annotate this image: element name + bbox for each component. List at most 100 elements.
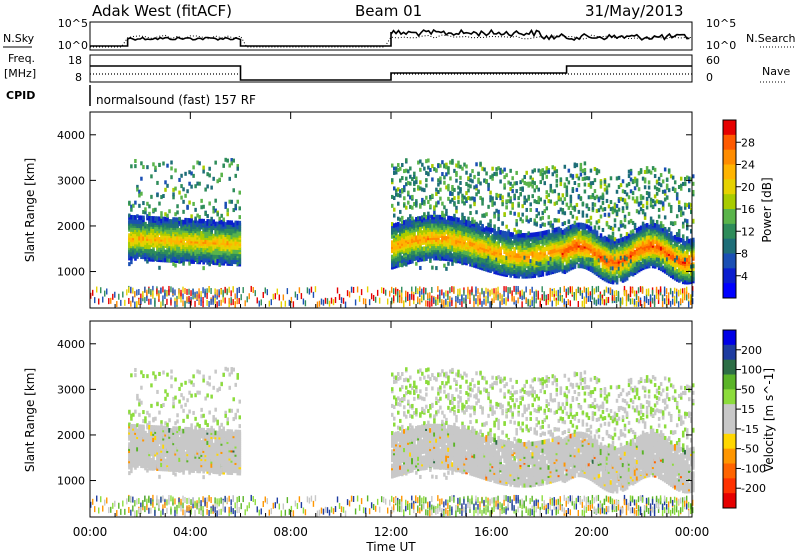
power-cell [411,205,414,210]
power-cell [611,244,615,250]
power-cell [166,216,169,222]
power-cell [629,291,632,298]
power-cell [461,199,464,204]
power-cell [431,286,433,293]
power-cell [168,223,171,228]
power-cell [160,301,162,308]
power-cell [160,211,163,216]
power-cell [401,263,404,268]
power-cell [623,224,627,229]
power-cell [142,165,145,170]
power-cell [541,265,545,271]
power-cell [467,183,470,188]
power-cell [298,287,301,294]
power-cell [509,181,512,186]
power-cell [617,227,621,232]
power-cell [146,295,148,302]
power-cell [649,230,653,236]
power-cell [459,180,462,185]
power-cell [623,255,627,260]
power-cell [184,287,186,294]
power-cell [555,178,559,183]
power-cell [583,264,587,269]
power-cell [178,248,181,253]
power-cell [633,226,637,231]
power-cell [635,228,639,233]
power-cell [627,294,630,301]
power-cell [463,297,465,304]
power-cell [637,202,641,207]
power-cell [411,228,414,233]
power-cell [541,176,545,181]
power-cell [407,247,410,253]
power-cell [573,205,577,210]
power-cell [607,183,611,188]
power-cell [144,297,146,304]
power-cell [539,197,542,202]
power-cell [503,185,506,190]
power-cell [445,212,448,217]
power-cell [595,220,599,225]
power-cell [635,261,639,266]
power-cell [220,257,223,262]
power-cell [517,245,521,250]
power-cell [445,229,448,235]
power-cell [607,234,611,239]
power-cell [330,297,333,304]
power-cell [316,301,319,308]
power-cell [447,300,449,307]
power-cell [495,167,498,172]
power-cell [579,166,583,171]
power-cell [439,196,442,201]
power-cell [483,266,486,271]
power-cell [563,197,567,202]
power-cell [625,202,629,207]
power-cell [419,226,422,232]
power-cell [621,179,625,184]
power-cell [134,235,137,241]
power-cell [393,213,396,218]
power-cell [238,286,240,293]
power-cell [575,288,578,295]
power-cell [234,220,238,226]
power-cell [214,160,217,165]
power-cell [411,293,413,300]
power-cell [134,301,136,308]
power-cell [525,245,529,250]
power-cell [599,180,603,185]
power-cell [447,183,450,188]
power-cell [449,300,451,307]
power-cell [146,224,149,229]
power-cell [567,180,571,185]
power-cell [132,296,134,303]
power-cell [503,167,506,172]
power-cell [481,257,484,263]
power-cell [154,251,157,256]
power-cell [589,221,593,226]
power-cell [601,298,604,305]
power-cell [395,222,398,228]
power-cell [92,289,94,296]
power-cell [585,219,589,224]
power-cell [493,296,495,303]
power-cell [451,245,454,250]
power-cell [541,222,545,227]
power-cell [473,199,476,204]
power-cell [553,295,555,302]
power-cell [591,266,595,272]
power-cell [555,200,559,205]
power-cell [184,193,187,198]
power-cell [166,183,169,188]
power-cell [188,224,191,229]
power-cell [196,160,199,165]
power-cell [98,298,100,305]
nsky-frame [89,21,693,51]
power-cell [631,191,635,196]
power-cell [473,196,476,201]
power-cell [445,165,448,170]
power-cell [637,296,640,303]
power-cell [563,257,567,262]
power-cell [535,232,539,237]
power-cell [162,194,165,199]
power-cell [138,215,141,220]
